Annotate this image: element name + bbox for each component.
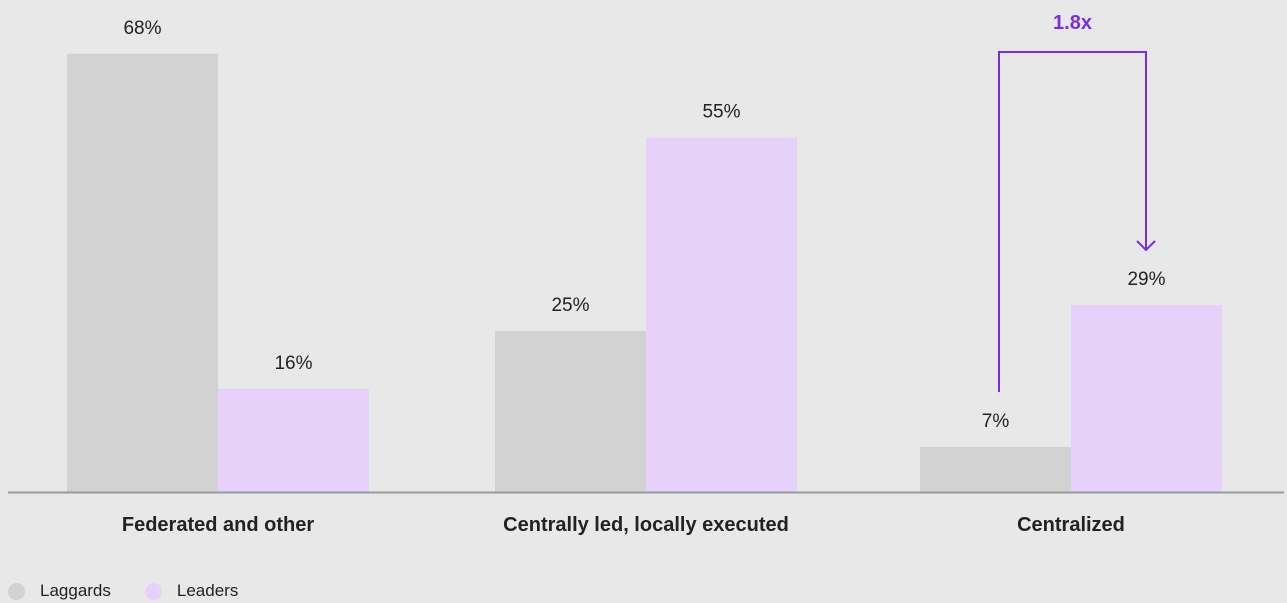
category-label-federated-and-other: Federated and other bbox=[122, 514, 314, 536]
data-label-leaders-centralized: 29% bbox=[1127, 269, 1165, 290]
category-label-centralized: Centralized bbox=[1017, 514, 1125, 536]
legend-item-leaders: Leaders bbox=[144, 581, 239, 601]
bar-laggards-centrally-led-locally-executed bbox=[495, 330, 646, 492]
legend-swatch-laggards bbox=[8, 582, 25, 600]
legend-swatch-leaders bbox=[144, 582, 162, 600]
legend-item-laggards: Laggards bbox=[8, 581, 111, 601]
bar-leaders-centralized bbox=[1071, 305, 1222, 492]
annotation-bracket-line bbox=[998, 51, 1147, 392]
data-label-leaders-federated-and-other: 16% bbox=[274, 353, 312, 374]
bar-laggards-federated-and-other bbox=[67, 53, 218, 493]
legend-label-leaders: Leaders bbox=[176, 581, 239, 600]
data-label-laggards-federated-and-other: 68% bbox=[123, 18, 161, 39]
data-label-laggards-centrally-led-locally-executed: 25% bbox=[551, 295, 589, 316]
annotation-arrowhead bbox=[1136, 240, 1156, 252]
bar-laggards-centralized bbox=[920, 446, 1071, 492]
legend: Laggards Leaders bbox=[8, 581, 272, 601]
data-label-laggards-centralized: 7% bbox=[982, 411, 1010, 432]
bar-leaders-centrally-led-locally-executed bbox=[646, 137, 797, 493]
category-label-centrally-led-locally-executed: Centrally led, locally executed bbox=[503, 514, 789, 536]
bar-leaders-federated-and-other bbox=[218, 388, 369, 492]
annotation-label: 1.8x bbox=[1053, 12, 1092, 34]
legend-label-laggards: Laggards bbox=[40, 581, 111, 600]
data-label-leaders-centrally-led-locally-executed: 55% bbox=[702, 102, 740, 123]
